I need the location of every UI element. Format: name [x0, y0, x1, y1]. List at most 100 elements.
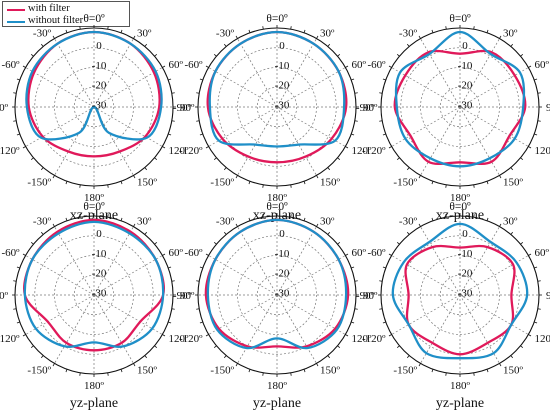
trace-without-filter	[208, 30, 346, 148]
angle-tick	[396, 53, 400, 57]
angle-tick	[445, 372, 447, 376]
angle-tick	[290, 184, 292, 188]
angle-label: 180º	[450, 192, 471, 204]
grid-ring	[420, 67, 500, 147]
angle-tick	[418, 35, 421, 39]
angle-tick	[431, 181, 434, 185]
angle-tick	[120, 181, 123, 185]
grid-spoke	[208, 67, 278, 108]
angle-tick	[431, 369, 434, 373]
angle-label: 60º	[534, 59, 549, 71]
angle-label: 180º	[450, 380, 471, 392]
angle-label: -150º	[393, 176, 417, 188]
angle-tick	[162, 65, 166, 68]
ring-label: -20	[275, 268, 290, 280]
trace-without-filter	[394, 30, 526, 168]
ring-label: -20	[275, 80, 290, 92]
angle-label: -150º	[210, 364, 234, 376]
angle-label: -120º	[179, 333, 203, 345]
angle-tick	[154, 345, 158, 349]
angle-tick	[40, 355, 44, 359]
angle-tick	[382, 321, 386, 324]
angle-tick	[196, 120, 200, 122]
grid-ring	[34, 235, 154, 355]
angle-tick	[248, 29, 251, 33]
grid-spoke	[276, 226, 317, 296]
grid-spoke	[237, 226, 278, 296]
grid-spoke	[25, 67, 95, 108]
grid-spoke	[459, 106, 500, 176]
angle-tick	[418, 223, 421, 227]
angle-tick	[52, 175, 55, 179]
angle-tick	[16, 133, 20, 136]
angle-tick	[107, 372, 109, 376]
grid-spoke	[459, 294, 529, 335]
theta-label: θ=0º	[449, 201, 471, 213]
panel-caption: (c)	[453, 410, 467, 412]
grid-spoke	[420, 106, 461, 176]
grid-ring	[256, 274, 298, 316]
angle-tick	[406, 167, 410, 171]
theta-label: θ=0º	[266, 13, 288, 25]
polar-panel: 0 -10 -20 -30 θ=0º 30º 60º 90º 120º 150º 180º -150º…	[173, 13, 378, 223]
ring-label: 0	[462, 40, 468, 52]
polar-panel: 0 -10 -20 -30 θ=0º 30º 60º 90º 120º 150º 180º -150º…	[356, 13, 550, 223]
angle-tick	[65, 217, 68, 221]
angle-tick	[316, 35, 319, 39]
angle-label: 60º	[534, 247, 549, 259]
angle-tick	[354, 92, 358, 94]
grid-spoke	[25, 294, 95, 335]
angle-tick	[520, 345, 524, 349]
angle-tick	[337, 241, 341, 245]
angle-tick	[22, 253, 26, 256]
angle-label: -90º	[356, 102, 375, 114]
angle-label: -120º	[362, 333, 386, 345]
angle-tick	[528, 253, 532, 256]
angle-tick	[262, 184, 264, 188]
angle-tick	[171, 92, 175, 94]
grid-ring	[217, 47, 337, 167]
angle-label: -120º	[0, 333, 20, 345]
angle-tick	[223, 231, 227, 235]
angle-tick	[316, 363, 319, 367]
angle-label: 90º	[363, 290, 378, 302]
angle-label: -90º	[0, 290, 9, 302]
angle-tick	[79, 184, 81, 188]
grid-spoke	[459, 67, 529, 108]
angle-label: -60º	[1, 247, 20, 259]
angle-label: 120º	[351, 333, 372, 345]
angle-tick	[199, 78, 203, 81]
grid-spoke	[391, 106, 461, 147]
angle-label: 60º	[168, 59, 183, 71]
angle-tick	[144, 355, 148, 359]
angle-tick	[235, 223, 238, 227]
angle-tick	[168, 321, 172, 324]
angle-tick	[199, 321, 203, 324]
angle-tick	[520, 241, 524, 245]
angle-tick	[30, 241, 34, 245]
angle-label: 30º	[320, 28, 335, 40]
panel-caption: (b)	[269, 410, 284, 412]
angle-tick	[379, 92, 383, 94]
angle-label: 180º	[267, 192, 288, 204]
angle-tick	[303, 29, 306, 33]
angle-tick	[510, 167, 514, 171]
grid-spoke	[420, 294, 461, 364]
plane-label: yz-plane	[253, 396, 301, 411]
grid-spoke	[237, 38, 278, 108]
angle-label: -90º	[173, 290, 192, 302]
angle-tick	[199, 266, 203, 269]
angle-tick	[316, 223, 319, 227]
angle-tick	[223, 355, 227, 359]
angle-label: -60º	[367, 59, 386, 71]
angle-tick	[316, 175, 319, 179]
grid-spoke	[93, 226, 134, 296]
angle-label: 150º	[137, 364, 158, 376]
angle-tick	[337, 53, 341, 57]
angle-tick	[534, 133, 538, 136]
angle-tick	[418, 363, 421, 367]
angle-tick	[303, 181, 306, 185]
angle-label: -150º	[27, 176, 51, 188]
angle-tick	[13, 308, 17, 310]
grid-spoke	[54, 226, 95, 296]
